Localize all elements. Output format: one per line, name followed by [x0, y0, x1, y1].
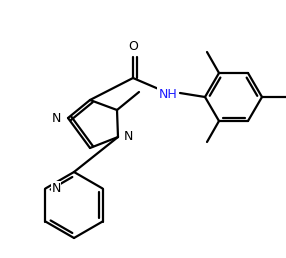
Text: N: N [52, 111, 61, 125]
Text: N: N [124, 131, 133, 143]
Text: N: N [51, 182, 61, 195]
Text: O: O [128, 40, 138, 53]
Text: NH: NH [159, 87, 177, 101]
